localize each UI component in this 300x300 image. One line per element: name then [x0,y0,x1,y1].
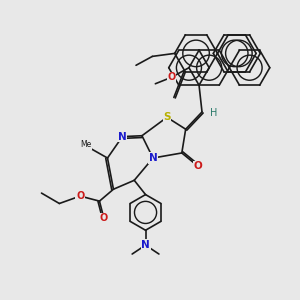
Text: Me: Me [80,140,92,149]
Text: N: N [141,240,150,250]
Text: S: S [163,112,171,122]
Text: N: N [118,132,127,142]
Text: O: O [168,72,176,82]
Text: O: O [194,161,203,171]
Text: O: O [76,191,84,201]
Text: H: H [210,108,217,118]
Text: O: O [100,213,108,224]
Text: N: N [148,153,157,163]
